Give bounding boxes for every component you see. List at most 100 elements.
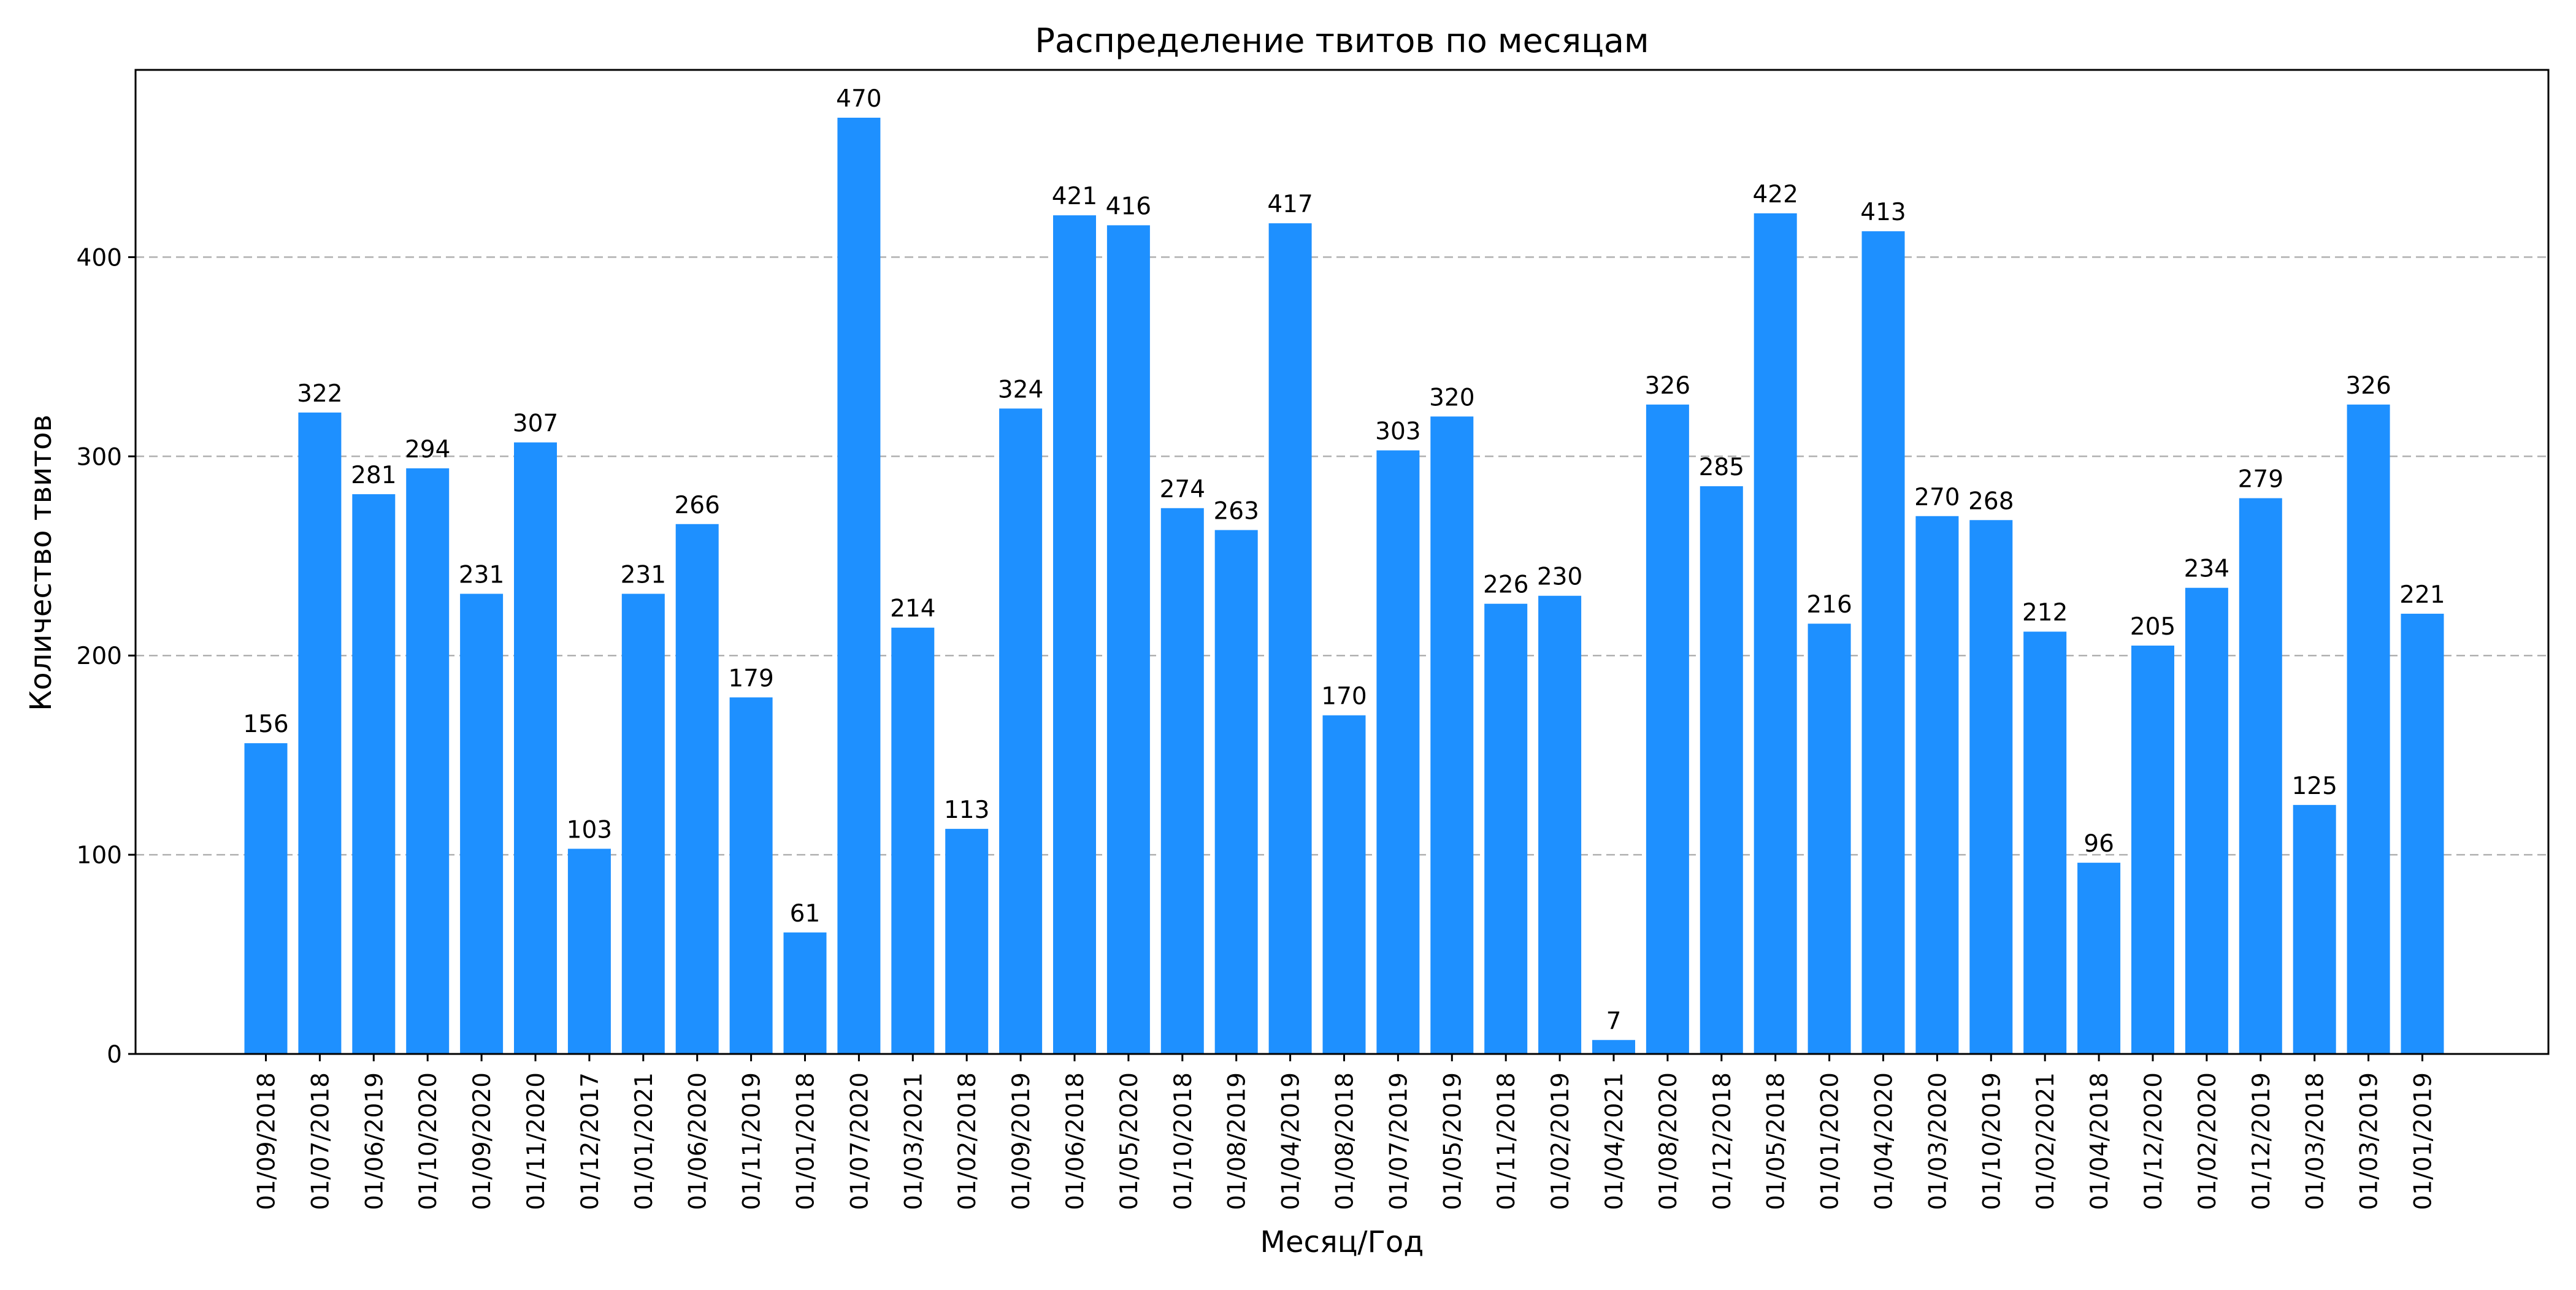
bar bbox=[729, 697, 773, 1054]
data-label: 179 bbox=[728, 665, 773, 692]
x-tick-label: 01/03/2020 bbox=[1924, 1072, 1952, 1210]
x-tick-label: 01/11/2019 bbox=[738, 1072, 766, 1210]
bar bbox=[1915, 516, 1959, 1054]
x-tick-label: 01/03/2021 bbox=[900, 1072, 927, 1210]
data-label: 320 bbox=[1429, 384, 1474, 411]
bar bbox=[1214, 530, 1258, 1054]
x-tick-label: 01/12/2017 bbox=[577, 1072, 604, 1210]
y-tick-label: 300 bbox=[77, 443, 122, 471]
data-label: 205 bbox=[2130, 613, 2175, 641]
data-label: 230 bbox=[1537, 563, 1582, 591]
bar bbox=[514, 442, 557, 1054]
data-label: 216 bbox=[1806, 591, 1852, 619]
data-label: 270 bbox=[1914, 484, 1960, 511]
x-tick-label: 01/07/2020 bbox=[846, 1072, 873, 1210]
bar bbox=[999, 408, 1043, 1055]
x-tick-label: 01/10/2018 bbox=[1170, 1072, 1197, 1210]
bar bbox=[621, 593, 665, 1054]
y-tick-label: 200 bbox=[77, 643, 122, 670]
data-label: 324 bbox=[998, 376, 1043, 403]
bar bbox=[1646, 404, 1689, 1054]
bar bbox=[2347, 404, 2390, 1054]
x-tick-label: 01/04/2021 bbox=[1601, 1072, 1628, 1210]
x-tick-label: 01/06/2018 bbox=[1062, 1072, 1089, 1210]
data-label: 326 bbox=[2345, 372, 2391, 400]
x-axis-label: Месяц/Год bbox=[1260, 1225, 1424, 1259]
y-tick-label: 100 bbox=[77, 842, 122, 869]
bar bbox=[1053, 215, 1096, 1054]
x-tick-label: 01/03/2019 bbox=[2356, 1072, 2383, 1210]
x-tick-label: 01/08/2018 bbox=[1332, 1072, 1359, 1210]
y-tick-label: 0 bbox=[107, 1041, 122, 1069]
data-label: 113 bbox=[944, 796, 989, 824]
y-tick-label: 400 bbox=[77, 244, 122, 272]
bar bbox=[1160, 508, 1204, 1054]
x-tick-label: 01/05/2020 bbox=[1116, 1072, 1143, 1210]
chart-title: Распределение твитов по месяцам bbox=[1035, 21, 1649, 60]
data-label: 263 bbox=[1213, 498, 1259, 525]
data-label: 294 bbox=[405, 436, 450, 464]
y-axis-label: Количество твитов bbox=[24, 414, 58, 711]
data-label: 470 bbox=[836, 85, 881, 113]
x-tick-label: 01/01/2019 bbox=[2410, 1072, 2437, 1210]
bar bbox=[2023, 632, 2067, 1054]
bar bbox=[1592, 1040, 1635, 1054]
bar bbox=[1106, 225, 1150, 1055]
bar bbox=[891, 627, 935, 1054]
x-tick-label: 01/10/2019 bbox=[1978, 1072, 2006, 1210]
x-tick-label: 01/04/2019 bbox=[1278, 1072, 1305, 1210]
x-tick-label: 01/08/2020 bbox=[1655, 1072, 1682, 1210]
data-label: 274 bbox=[1160, 476, 1205, 503]
x-tick-label: 01/05/2019 bbox=[1439, 1072, 1466, 1210]
x-tick-label: 01/04/2018 bbox=[2086, 1072, 2114, 1210]
bar bbox=[2401, 613, 2444, 1054]
x-tick-label: 01/12/2019 bbox=[2248, 1072, 2275, 1210]
data-labels: 156 322 281 294 231 307 103 231 266 179 61 470 214 11… bbox=[243, 85, 2445, 1035]
bar bbox=[298, 412, 342, 1054]
bar bbox=[1376, 450, 1420, 1054]
y-axis-ticks: 0 100 200 300 400 bbox=[77, 244, 136, 1069]
bar bbox=[2131, 645, 2174, 1054]
data-label: 61 bbox=[790, 900, 821, 928]
plot-frame bbox=[134, 69, 2550, 1055]
data-label: 322 bbox=[297, 380, 342, 408]
bar bbox=[1861, 231, 1905, 1055]
data-label: 266 bbox=[674, 492, 719, 519]
x-tick-label: 01/01/2020 bbox=[1817, 1072, 1844, 1210]
x-tick-label: 01/02/2021 bbox=[2032, 1072, 2060, 1210]
data-label: 103 bbox=[567, 816, 612, 844]
bar bbox=[945, 828, 989, 1054]
data-label: 170 bbox=[1321, 683, 1367, 711]
data-label: 212 bbox=[2022, 599, 2068, 627]
x-tick-label: 01/02/2020 bbox=[2194, 1072, 2221, 1210]
bar bbox=[352, 494, 396, 1054]
x-tick-label: 01/09/2018 bbox=[253, 1072, 281, 1210]
data-label: 125 bbox=[2291, 773, 2337, 800]
bar bbox=[2077, 863, 2121, 1054]
x-tick-label: 01/12/2018 bbox=[1709, 1072, 1736, 1210]
data-label: 281 bbox=[351, 462, 396, 489]
data-label: 416 bbox=[1106, 193, 1151, 220]
bar bbox=[1700, 486, 1743, 1054]
bar bbox=[2239, 498, 2282, 1054]
data-label: 7 bbox=[1606, 1007, 1622, 1035]
bar bbox=[1807, 624, 1851, 1054]
bar bbox=[837, 117, 881, 1054]
x-tick-label: 01/02/2019 bbox=[1547, 1072, 1574, 1210]
data-label: 279 bbox=[2238, 466, 2283, 494]
x-tick-label: 01/08/2019 bbox=[1224, 1072, 1251, 1210]
data-label: 421 bbox=[1052, 183, 1097, 210]
x-tick-label: 01/02/2018 bbox=[954, 1072, 981, 1210]
bar bbox=[1754, 213, 1797, 1054]
bar bbox=[2293, 804, 2336, 1054]
x-tick-label: 01/12/2020 bbox=[2140, 1072, 2168, 1210]
x-tick-label: 01/09/2019 bbox=[1008, 1072, 1035, 1210]
bar bbox=[2185, 587, 2228, 1054]
x-tick-label: 01/09/2020 bbox=[469, 1072, 496, 1210]
bar bbox=[406, 468, 450, 1054]
data-label: 234 bbox=[2184, 555, 2229, 583]
bar bbox=[1322, 715, 1366, 1054]
data-label: 231 bbox=[459, 561, 504, 589]
x-tick-label: 01/11/2020 bbox=[523, 1072, 550, 1210]
